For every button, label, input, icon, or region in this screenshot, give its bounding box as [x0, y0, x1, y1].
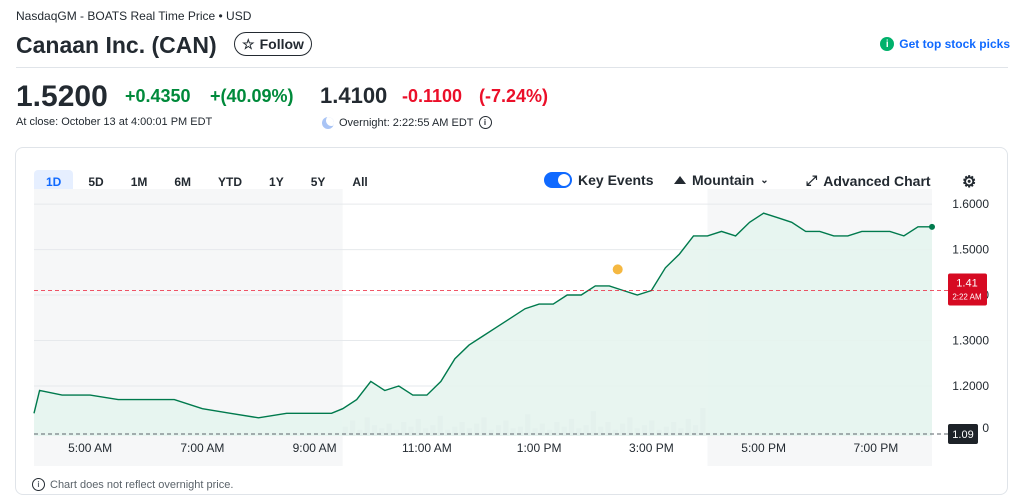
previous-close-label: 1.09	[952, 429, 973, 441]
close-change: +0.4350	[125, 86, 191, 106]
mountain-icon	[674, 176, 686, 184]
x-tick-label: 1:00 PM	[517, 441, 562, 455]
price-chart[interactable]: 1.60001.50001.40001.30001.200001.412:22 …	[16, 148, 1007, 494]
overnight-change: -0.1100	[402, 86, 463, 106]
y-tick-label: 1.3000	[952, 334, 989, 348]
y-tick-label: 1.5000	[952, 243, 989, 257]
x-tick-label: 3:00 PM	[629, 441, 674, 455]
chart-type-label: Mountain	[692, 172, 755, 188]
gear-icon: ⚙	[962, 174, 977, 191]
overnight-time-label: Overnight: 2:22:55 AM EDT i	[322, 116, 492, 129]
tab-6m[interactable]: 6M	[174, 175, 192, 189]
toggle-switch[interactable]	[544, 172, 572, 188]
key-events-label: Key Events	[578, 172, 654, 188]
chart-type-dropdown[interactable]: Mountain ⌄	[674, 172, 769, 188]
expand-icon: ⤢	[806, 172, 818, 188]
info-icon[interactable]: i	[478, 116, 492, 129]
star-icon: ☆	[242, 35, 255, 52]
tab-5d[interactable]: 5D	[88, 175, 104, 189]
x-tick-label: 5:00 AM	[68, 441, 112, 455]
close-time-label: At close: October 13 at 4:00:01 PM EDT	[16, 116, 212, 128]
follow-label: Follow	[259, 36, 304, 52]
overnight-change-percent: (-7.24%)	[479, 86, 549, 106]
top-picks-label: Get top stock picks	[899, 37, 1010, 51]
tab-ytd[interactable]: YTD	[218, 175, 243, 189]
overnight-time-text: Overnight: 2:22:55 AM EDT	[339, 116, 474, 129]
key-event-marker	[612, 264, 623, 275]
tab-5y[interactable]: 5Y	[310, 175, 326, 189]
settings-button[interactable]: ⚙	[962, 172, 976, 192]
follow-button[interactable]: ☆ Follow	[234, 32, 312, 56]
close-change-percent: +(40.09%)	[210, 86, 294, 106]
x-tick-label: 7:00 AM	[180, 441, 224, 455]
price-line	[33, 212, 932, 419]
price-area	[34, 213, 932, 436]
x-tick-label: 9:00 AM	[293, 441, 337, 455]
page-title: Canaan Inc. (CAN)	[16, 32, 217, 58]
tab-1y[interactable]: 1Y	[269, 175, 284, 189]
overnight-value-label: 1.41	[956, 277, 977, 289]
advanced-chart-label: Advanced Chart	[823, 172, 931, 189]
moon-icon	[322, 116, 334, 129]
previous-close-box	[948, 424, 978, 444]
y-tick-label: 1.2000	[952, 379, 989, 393]
footnote-text: Chart does not reflect overnight price.	[50, 478, 234, 491]
chart-card: 1D 5D 1M 6M YTD 1Y 5Y All Key Events Mou…	[15, 147, 1008, 495]
range-tabs: 1D 5D 1M 6M YTD 1Y 5Y All	[34, 170, 383, 194]
overnight-time-label: 2:22 AM	[952, 292, 982, 301]
exchange-info: NasdaqGM - BOATS Real Time Price • USD	[16, 9, 252, 23]
pick-icon: i	[880, 37, 895, 51]
chevron-down-icon: ⌄	[760, 174, 769, 186]
close-price: 1.5200	[16, 80, 108, 113]
top-stock-picks-link[interactable]: i Get top stock picks	[880, 37, 1010, 51]
overnight-price: 1.4100	[320, 83, 388, 108]
y-tick-label: 0	[982, 421, 989, 435]
advanced-chart-button[interactable]: ⤢ Advanced Chart	[806, 172, 931, 189]
key-events-toggle[interactable]: Key Events	[544, 172, 653, 188]
x-tick-label: 11:00 AM	[402, 441, 452, 455]
header-divider	[16, 67, 1008, 68]
last-price-dot	[929, 223, 935, 230]
x-tick-label: 5:00 PM	[741, 441, 786, 455]
overnight-value-box	[948, 273, 987, 306]
tab-1m[interactable]: 1M	[130, 175, 148, 189]
tab-all[interactable]: All	[352, 175, 368, 189]
x-tick-label: 7:00 PM	[854, 441, 899, 455]
close-time-text: At close: October 13 at 4:00:01 PM EDT	[16, 116, 213, 128]
info-icon: i	[32, 478, 45, 491]
y-tick-label: 1.6000	[952, 197, 989, 211]
chart-footnote: i Chart does not reflect overnight price…	[32, 478, 233, 491]
